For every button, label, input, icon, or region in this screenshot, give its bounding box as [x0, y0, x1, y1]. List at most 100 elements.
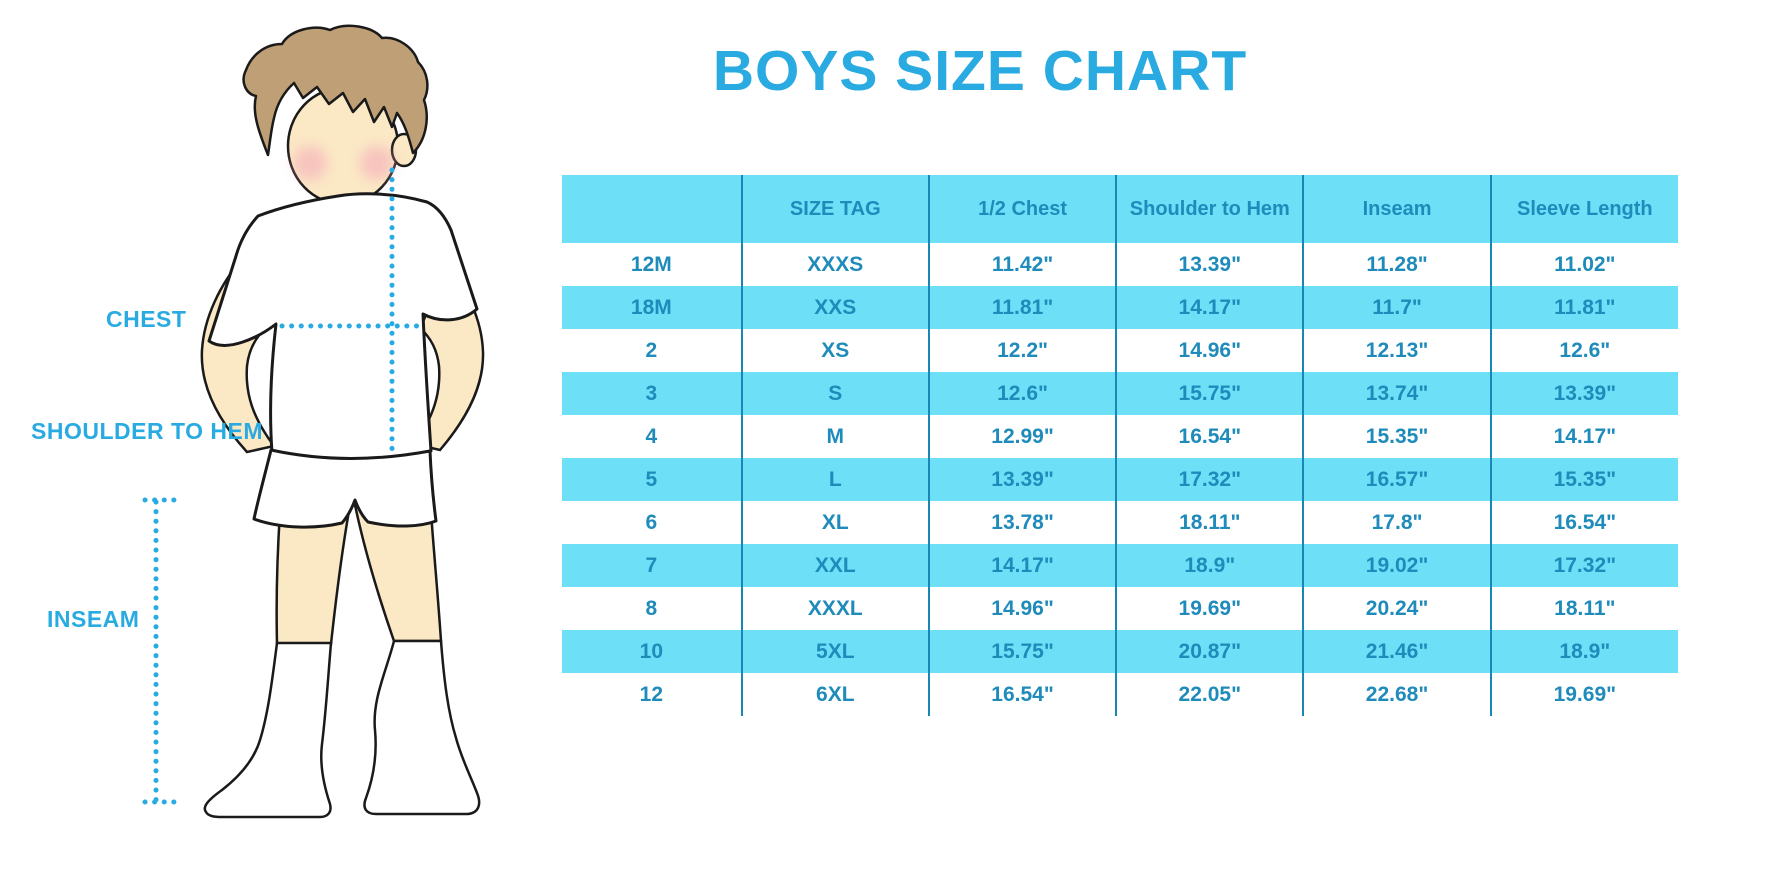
table-cell: 16.57" [1302, 458, 1491, 501]
boy-tshirt [207, 192, 479, 461]
table-cell: 22.68" [1302, 673, 1491, 716]
column-header-1-2-chest: 1/2 Chest [927, 175, 1117, 243]
table-cell: 16.54" [927, 673, 1117, 716]
boy-shorts [252, 448, 438, 529]
column-header-shoulder-to-hem: Shoulder to Hem [1115, 175, 1304, 243]
table-cell: 13.78" [927, 501, 1117, 544]
table-cell: 11.7" [1302, 286, 1491, 329]
boy-cheek-right [360, 146, 394, 180]
table-cell: 18.9" [1489, 630, 1678, 673]
table-cell: 16.54" [1115, 415, 1304, 458]
table-cell: XXL [740, 544, 929, 587]
table-cell: S [740, 372, 929, 415]
table-cell: 18.11" [1115, 501, 1304, 544]
size-table-body: 12M XXXS 11.42" 13.39" 11.28" 11.02" 18M XXS 11.… [562, 243, 1678, 716]
table-row: 12M XXXS 11.42" 13.39" 11.28" 11.02" [562, 243, 1678, 286]
table-cell: 18M [562, 286, 742, 329]
table-row: 2 XS 12.2" 14.96" 12.13" 12.6" [562, 329, 1678, 372]
table-cell: 11.42" [927, 243, 1117, 286]
table-cell: 12.2" [927, 329, 1117, 372]
table-cell: 19.02" [1302, 544, 1491, 587]
table-cell: 11.02" [1489, 243, 1678, 286]
table-cell: 14.17" [1115, 286, 1304, 329]
page-title: BOYS SIZE CHART [712, 39, 1248, 103]
table-cell: 12.6" [927, 372, 1117, 415]
table-cell: 13.39" [927, 458, 1117, 501]
chest-label: CHEST [106, 306, 187, 332]
inseam-label: INSEAM [47, 606, 140, 632]
column-header-inseam: Inseam [1302, 175, 1491, 243]
table-cell: 20.24" [1302, 587, 1491, 630]
boy-sock-left [203, 641, 333, 819]
table-cell: 17.32" [1489, 544, 1678, 587]
table-cell: 6XL [740, 673, 929, 716]
table-cell: 14.17" [1489, 415, 1678, 458]
table-cell: 12M [630, 252, 672, 276]
table-cell: 5 [562, 458, 742, 501]
table-row: 7 XXL 14.17" 18.9" 19.02" 17.32" [562, 544, 1678, 587]
column-header-size-tag: SIZE TAG [740, 175, 929, 243]
table-cell: 20.87" [1115, 630, 1304, 673]
table-cell: 7 [562, 544, 742, 587]
table-cell: 12.99" [927, 415, 1117, 458]
table-cell: 10 [562, 630, 742, 673]
table-row: 5 L 13.39" 17.32" 16.57" 15.35" [562, 458, 1678, 501]
table-cell: 13.39" [1115, 243, 1304, 286]
table-cell: 13.74" [1302, 372, 1491, 415]
table-cell: 4 [645, 424, 658, 448]
table-cell: 14.17" [927, 544, 1117, 587]
table-cell: 11.81" [927, 286, 1117, 329]
table-cell: 12.13" [1302, 329, 1491, 372]
table-cell: 15.75" [927, 630, 1117, 673]
table-row: 6 XL 13.78" 18.11" 17.8" 16.54" [562, 501, 1678, 544]
table-row: 8 XXXL 14.96" 19.69" 20.24" 18.11" [562, 587, 1678, 630]
table-cell: 13.39" [1489, 372, 1678, 415]
table-cell: 14.96" [1115, 329, 1304, 372]
boy-cheek-left [293, 146, 327, 180]
boy-sock-right [363, 639, 481, 816]
table-cell: 14.96" [927, 587, 1117, 630]
table-row: 12 6XL 16.54" 22.05" 22.68" 19.69" [562, 673, 1678, 716]
table-cell: 8 [645, 596, 658, 620]
table-row: 10 5XL 15.75" 20.87" 21.46" 18.9" [562, 630, 1678, 673]
table-cell: XXS [740, 286, 929, 329]
shoulder-to-hem-label: SHOULDER TO HEM [31, 418, 263, 444]
table-cell: 19.69" [1489, 673, 1678, 716]
table-row: 4 M 12.99" 16.54" 15.35" 14.17" [562, 415, 1678, 458]
table-cell: 19.69" [1115, 587, 1304, 630]
table-cell: 15.35" [1489, 458, 1678, 501]
table-cell: 3 [562, 372, 742, 415]
table-cell: M [740, 415, 929, 458]
table-cell: 15.35" [1302, 415, 1491, 458]
table-cell: 12 [639, 682, 664, 706]
boy-measurement-illustration: CHEST SHOULDER TO HEM INSEAM [0, 0, 500, 890]
table-cell: 5XL [740, 630, 929, 673]
column-header-size [562, 175, 742, 243]
table-cell: L [740, 458, 929, 501]
boy-figure-drawing [142, 24, 485, 819]
table-cell: 18.11" [1489, 587, 1678, 630]
table-cell: 11.28" [1302, 243, 1491, 286]
table-row: 18M XXS 11.81" 14.17" 11.7" 11.81" [562, 286, 1678, 329]
table-cell: XL [740, 501, 929, 544]
size-table-header-row: SIZE TAG 1/2 Chest Shoulder to Hem Inseam Sl… [562, 175, 1678, 243]
table-cell: 21.46" [1302, 630, 1491, 673]
table-cell: 22.05" [1115, 673, 1304, 716]
column-header-sleeve-length: Sleeve Length [1489, 175, 1678, 243]
table-cell: 17.8" [1302, 501, 1491, 544]
table-cell: 15.75" [1115, 372, 1304, 415]
table-cell: XXXL [740, 587, 929, 630]
table-cell: 18.9" [1115, 544, 1304, 587]
table-cell: 11.81" [1489, 286, 1678, 329]
table-cell: XS [740, 329, 929, 372]
table-cell: XXXS [740, 243, 929, 286]
table-cell: 17.32" [1115, 458, 1304, 501]
table-cell: 16.54" [1489, 501, 1678, 544]
boy-hair [242, 24, 429, 157]
size-table-header: SIZE TAG 1/2 Chest Shoulder to Hem Inseam Sl… [562, 175, 1678, 243]
table-cell: 2 [645, 338, 658, 362]
size-table: SIZE TAG 1/2 Chest Shoulder to Hem Inseam Sl… [562, 175, 1678, 716]
table-cell: 12.6" [1489, 329, 1678, 372]
table-row: 3 S 12.6" 15.75" 13.74" 13.39" [562, 372, 1678, 415]
